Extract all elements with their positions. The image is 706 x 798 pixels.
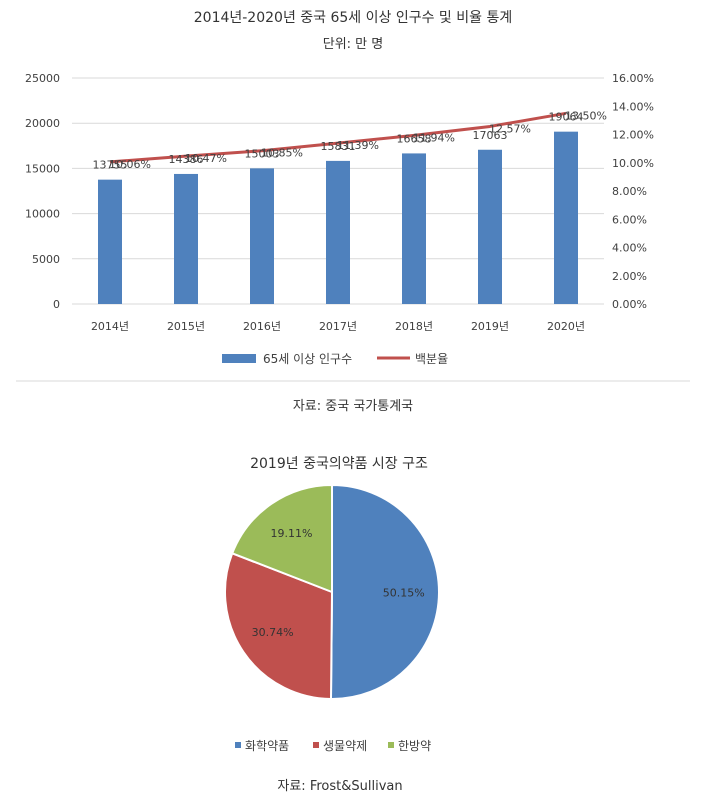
legend-swatch-bars xyxy=(222,354,256,363)
bar xyxy=(402,153,426,304)
x-tick-label: 2016년 xyxy=(243,320,281,333)
pie xyxy=(224,483,441,701)
line-series xyxy=(109,111,567,164)
bar-value-label: 13755 xyxy=(93,159,128,172)
pie-slice-label: 19.11% xyxy=(271,527,313,540)
legend-label-bars: 65세 이상 인구수 xyxy=(263,352,352,366)
bar-value-label: 17063 xyxy=(473,129,508,142)
y-tick-label-left: 15000 xyxy=(25,162,60,175)
legend-label: 한방약 xyxy=(398,738,431,753)
bar-value-label: 19064 xyxy=(549,111,584,124)
bar-series xyxy=(98,131,578,304)
legend-swatch xyxy=(313,742,319,748)
pie-slice xyxy=(230,483,333,594)
bar xyxy=(478,149,502,304)
bar-chart-title: 2014년-2020년 중국 65세 이상 인구수 및 비율 통계 xyxy=(194,10,512,26)
bar xyxy=(326,160,350,304)
percentage-line xyxy=(109,111,567,164)
line-value-label: 12.57% xyxy=(489,122,531,135)
line-value-label: 11.39% xyxy=(337,139,379,152)
pie-slice xyxy=(329,483,441,700)
right-axis-ticks: 0.00% 2.00% 4.00% 6.00% 8.00% 10.00% 12.00% 14.… xyxy=(612,72,654,311)
x-tick-label: 2017년 xyxy=(319,320,357,333)
line-value-label: 11.94% xyxy=(413,131,455,144)
line-value-label: 10.85% xyxy=(261,147,303,160)
y-tick-label-right: 14.00% xyxy=(612,100,654,113)
y-tick-label-right: 16.00% xyxy=(612,72,654,85)
x-tick-label: 2019년 xyxy=(471,320,509,333)
y-tick-label-right: 2.00% xyxy=(612,270,647,283)
bar xyxy=(554,131,578,304)
y-tick-label-left: 0 xyxy=(53,298,60,311)
legend-label: 생물약제 xyxy=(323,738,367,753)
bar-chart-source: 자료: 중국 국가통계국 xyxy=(293,399,413,414)
bar-value-label: 16658 xyxy=(397,132,432,145)
y-tick-label-left: 25000 xyxy=(25,72,60,85)
pie-slice xyxy=(224,552,334,701)
x-tick-label: 2020년 xyxy=(547,320,585,333)
y-tick-label-right: 10.00% xyxy=(612,157,654,170)
legend-swatch xyxy=(235,742,241,748)
pie-chart-title: 2019년 중국의약품 시장 구조 xyxy=(250,456,428,472)
left-axis-ticks: 0 5000 10000 15000 20000 25000 xyxy=(25,72,60,311)
legend-swatch xyxy=(388,742,394,748)
pie-labels: 50.15% 30.74% 19.11% xyxy=(252,527,425,639)
bar xyxy=(250,168,274,304)
x-tick-label: 2015년 xyxy=(167,320,205,333)
y-tick-label-right: 12.00% xyxy=(612,129,654,142)
y-tick-label-right: 6.00% xyxy=(612,213,647,226)
bar-value-label: 14386 xyxy=(169,153,204,166)
bar-chart-legend: 65세 이상 인구수 백분율 xyxy=(222,352,448,366)
y-tick-label-left: 5000 xyxy=(32,253,60,266)
pie-slice-label: 30.74% xyxy=(252,626,294,639)
bar-value-label: 15003 xyxy=(245,147,280,160)
line-value-label: 13.50% xyxy=(565,109,607,122)
bar-value-label: 15831 xyxy=(321,140,356,153)
legend-label: 화학약품 xyxy=(245,738,289,753)
line-value-label: 10.47% xyxy=(185,152,227,165)
x-tick-label: 2018년 xyxy=(395,320,433,333)
y-tick-label-right: 8.00% xyxy=(612,185,647,198)
bar xyxy=(98,179,122,304)
pie-slice-label: 50.15% xyxy=(383,586,425,599)
y-tick-label-right: 0.00% xyxy=(612,298,647,311)
pie-chart-legend: 화학약품 생물약제 한방약 xyxy=(235,738,431,753)
y-tick-label-left: 20000 xyxy=(25,117,60,130)
legend-label-line: 백분율 xyxy=(415,352,448,366)
x-tick-label: 2014년 xyxy=(91,320,129,333)
pie-chart-source: 자료: Frost&Sullivan xyxy=(277,779,402,794)
x-axis-ticks: 2014년 2015년 2016년 2017년 2018년 2019년 2020년 xyxy=(91,320,585,333)
bar-chart-subtitle: 단위: 만 명 xyxy=(323,37,384,52)
line-value-label: 10.06% xyxy=(109,158,151,171)
bar xyxy=(174,173,198,304)
y-tick-label-right: 4.00% xyxy=(612,242,647,255)
y-tick-label-left: 10000 xyxy=(25,208,60,221)
